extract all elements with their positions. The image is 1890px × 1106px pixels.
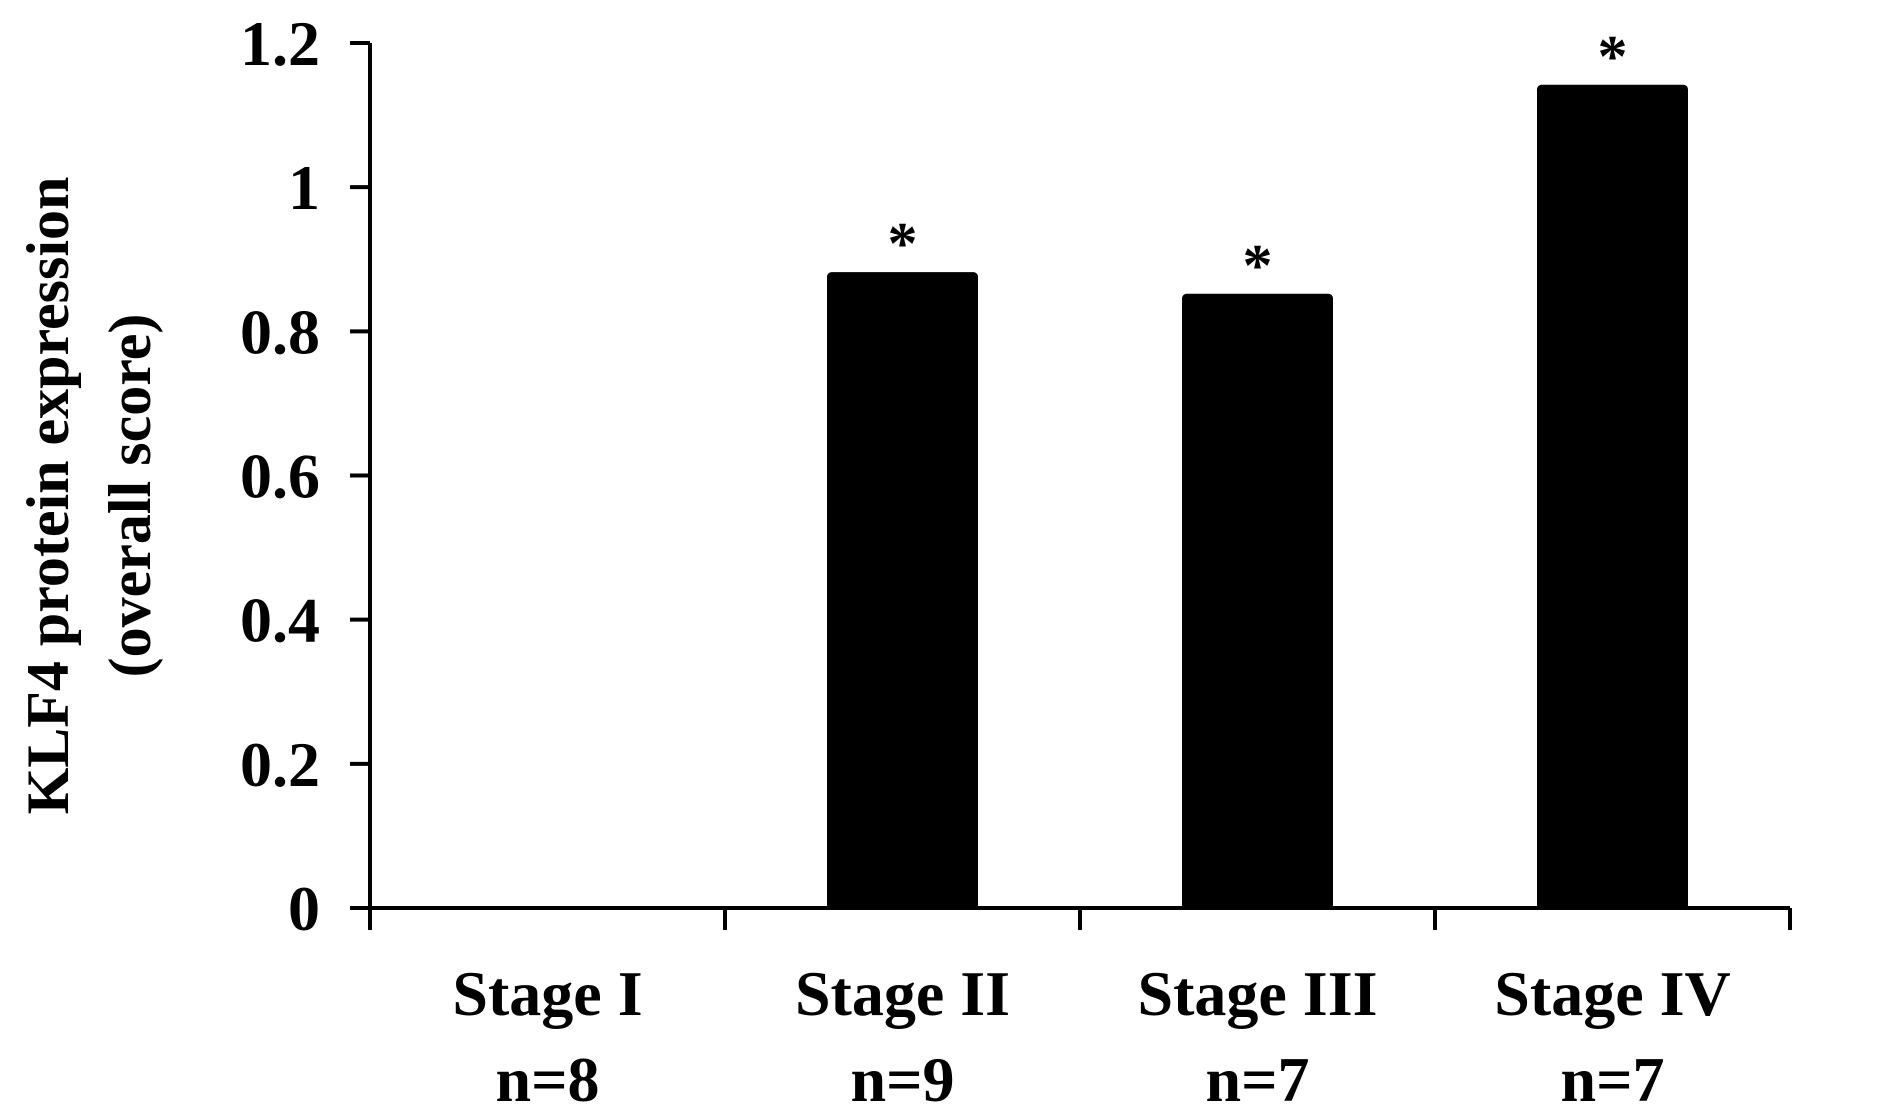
significance-asterisk: * <box>1243 232 1273 298</box>
x-tick-label: n=7 <box>1560 1044 1664 1106</box>
y-tick-label: 1 <box>288 152 320 223</box>
y-axis-title-line-2: (overall score) <box>97 314 163 678</box>
y-axis-title: KLF4 protein expression (overall score) <box>15 177 163 815</box>
y-tick-label: 1.2 <box>240 8 320 79</box>
bars <box>827 84 1688 910</box>
significance-asterisk: * <box>1598 23 1628 89</box>
y-axis-title-line-1: KLF4 protein expression <box>15 177 81 815</box>
bar-4 <box>1537 84 1688 910</box>
bar-2 <box>827 272 978 910</box>
x-tick-label: Stage II <box>795 958 1010 1029</box>
significance-asterisk: * <box>888 211 918 277</box>
x-ticks <box>368 908 1792 930</box>
y-tick-label: 0.6 <box>240 441 320 512</box>
y-tick-label: 0.8 <box>240 296 320 367</box>
bar-3 <box>1182 293 1333 910</box>
x-labels: Stage I n=8 Stage II n=9 Stage III n=7 Stage I… <box>452 958 1730 1106</box>
x-tick-label: n=9 <box>850 1044 954 1106</box>
annotations: * * * <box>888 23 1628 298</box>
y-tick-label: 0.2 <box>240 729 320 800</box>
x-tick-label: Stage III <box>1137 958 1377 1029</box>
y-tick-label: 0.4 <box>240 585 320 656</box>
x-tick-label: Stage IV <box>1494 958 1730 1029</box>
x-tick-label: n=7 <box>1205 1044 1309 1106</box>
x-tick-label: n=8 <box>495 1044 599 1106</box>
x-tick-label: Stage I <box>452 958 642 1029</box>
y-ticks: 0 0.2 0.4 0.6 0.8 1 1.2 <box>240 8 370 944</box>
y-tick-label: 0 <box>288 873 320 944</box>
